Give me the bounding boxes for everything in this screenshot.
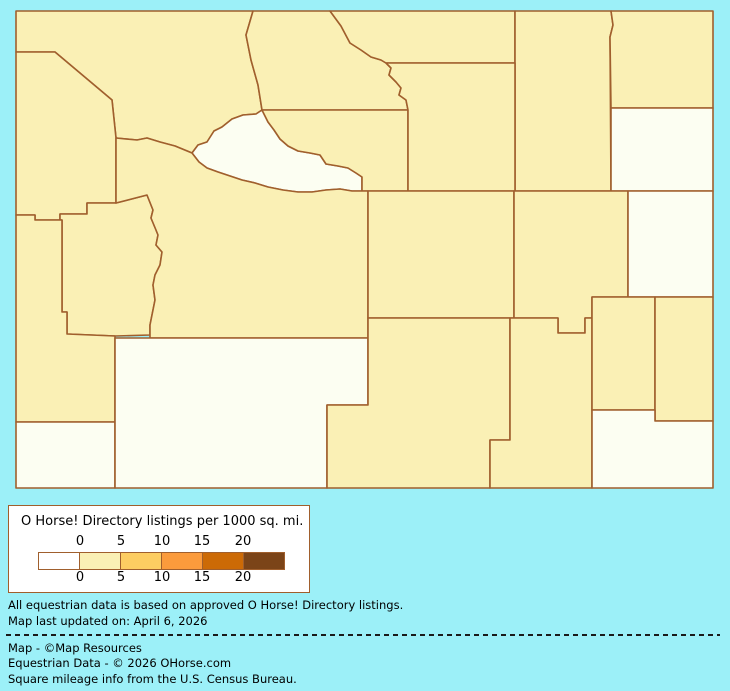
- legend-tick: 10: [153, 534, 171, 549]
- legend-box: O Horse! Directory listings per 1000 sq.…: [8, 505, 310, 593]
- legend-swatch-0: [39, 553, 79, 569]
- legend-swatch-4: [202, 553, 243, 569]
- county-sublette: [59, 194, 163, 337]
- legend-tick: 5: [116, 570, 126, 585]
- county-fremont: [115, 137, 369, 339]
- county-weston: [610, 107, 714, 192]
- legend-ticks-bottom: 0 5 10 15 20: [9, 570, 309, 585]
- county-uinta: [15, 421, 116, 489]
- county-campbell: [514, 10, 614, 192]
- footer-data-note: All equestrian data is based on approved…: [8, 598, 404, 612]
- legend-swatch-1: [79, 553, 120, 569]
- footer-data-credit: Equestrian Data - © 2026 OHorse.com: [8, 656, 232, 670]
- county-natrona: [367, 190, 515, 319]
- county-crook: [609, 10, 714, 109]
- legend-ticks-top: 0 5 10 15 20: [9, 534, 309, 549]
- legend-tick: 5: [116, 534, 126, 549]
- legend-swatch-2: [120, 553, 161, 569]
- footer-census-credit: Square mileage info from the U.S. Census…: [8, 672, 297, 686]
- county-laramie: [591, 409, 714, 489]
- county-johnson: [385, 62, 516, 192]
- legend-color-ramp: [38, 552, 285, 570]
- legend-tick: 15: [193, 534, 211, 549]
- legend-tick: 15: [193, 570, 211, 585]
- legend-tick: 0: [75, 534, 85, 549]
- legend-tick: 10: [153, 570, 171, 585]
- legend-tick: 0: [75, 570, 85, 585]
- dashed-separator: [6, 634, 720, 636]
- footer-map-credit: Map - ©Map Resources: [8, 641, 142, 655]
- county-platte: [591, 296, 656, 411]
- legend-swatch-5: [243, 553, 284, 569]
- legend-tick: 20: [234, 570, 252, 585]
- footer-updated-note: Map last updated on: April 6, 2026: [8, 614, 208, 628]
- legend-tick: 20: [234, 534, 252, 549]
- legend-title: O Horse! Directory listings per 1000 sq.…: [21, 514, 304, 529]
- county-goshen: [654, 296, 714, 422]
- county-niobrara: [627, 190, 714, 298]
- legend-swatch-3: [161, 553, 202, 569]
